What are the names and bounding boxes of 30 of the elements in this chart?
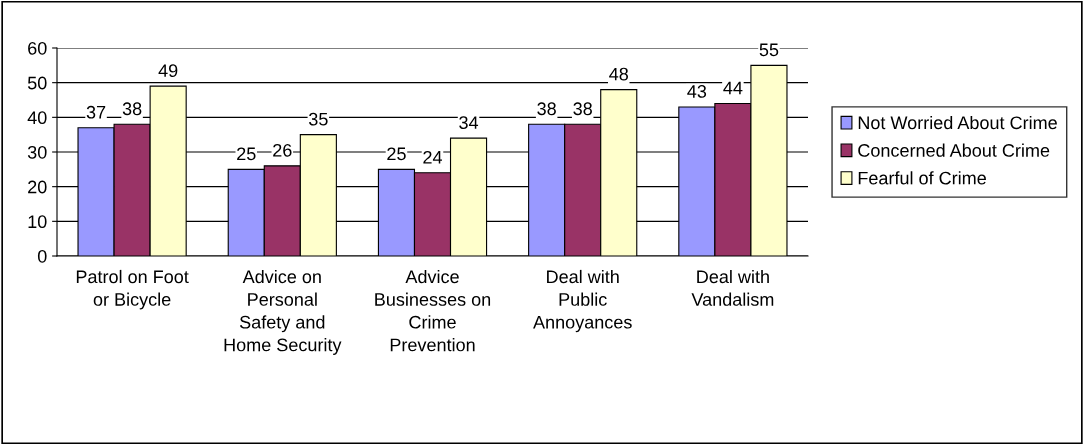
data-label: 49 [158, 64, 178, 78]
legend-label: Not Worried About Crime [858, 115, 1057, 130]
data-label: 55 [759, 43, 779, 57]
data-label: 43 [687, 85, 707, 98]
data-label: 44 [723, 81, 743, 95]
y-tick-label: 10 [28, 215, 47, 229]
x-tick-label: Advice on Personal Safety and Home Security [224, 269, 342, 355]
data-label: 48 [609, 67, 629, 81]
y-tick-label: 0 [37, 249, 47, 263]
y-tick-label: 30 [27, 145, 47, 159]
data-label: 38 [122, 102, 142, 116]
x-tick-label: Advice Businesses on Crime Prevention [375, 269, 491, 352]
y-tick-label: 40 [27, 111, 47, 125]
x-tick-label: Deal with Public Annoyances [533, 269, 632, 333]
legend-label: Fearful of Crime [858, 171, 986, 185]
data-label: 38 [537, 102, 556, 116]
y-tick-label: 60 [28, 41, 47, 55]
x-tick-label: Deal with Vandalism [691, 269, 774, 306]
y-tick-label: 50 [27, 76, 47, 90]
legend-label: Concerned About Crime [858, 143, 1050, 157]
y-tick-label: 20 [28, 180, 47, 194]
data-label: 25 [237, 147, 256, 161]
data-label: 25 [387, 147, 406, 161]
data-label: 24 [423, 150, 443, 164]
data-label: 35 [309, 112, 328, 126]
data-label: 26 [273, 143, 292, 157]
x-tick-label: Patrol on Foot or Bicycle [76, 269, 189, 310]
data-label: 34 [459, 116, 479, 130]
data-label: 38 [573, 102, 592, 116]
data-label: 37 [86, 105, 106, 119]
